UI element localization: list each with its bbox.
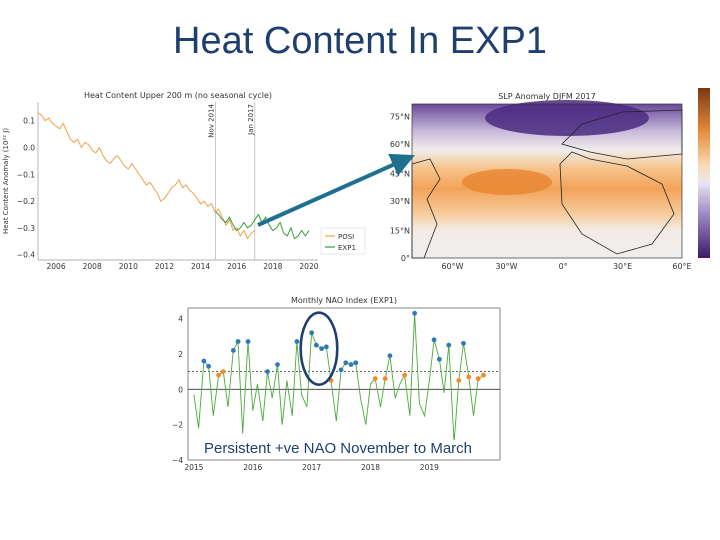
nao-frame [187,307,501,461]
slp-lat-label: 15°N [390,226,410,235]
nao-point [313,342,319,348]
nao-point [275,362,280,367]
nao-point [201,358,207,364]
nao-point [216,372,222,378]
slp-lon-label: 0° [559,262,568,271]
nao-point [338,367,344,373]
nao-y-tick: −2 [172,421,183,430]
nao-point [230,348,236,353]
nao-point [206,363,212,369]
slp-lon-label: 30°W [495,262,517,271]
nao-point [323,344,329,350]
slp-title: SLP Anomaly DJFM 2017 [498,92,595,101]
nao-x-tick: 2015 [184,463,203,472]
nao-caption: Persistent +ve NAO November to March [202,440,475,457]
slp-lat-label: 0° [401,254,410,263]
nao-series-line [193,313,484,443]
nao-point [220,369,226,375]
slp-lat-label: 75°N [390,112,410,121]
hc-vline-label: Jan 2017 [247,104,255,136]
slp-colorbar [698,88,710,258]
nao-point [353,360,359,366]
hc-y-tick: −0.3 [17,224,35,233]
heat-content-chart: Heat Content Upper 200 m (no seasonal cy… [2,91,366,271]
hc-x-tick: 2010 [119,262,138,271]
hc-x-tick: 2012 [155,262,174,271]
slp-lon-label: 60°E [672,262,691,271]
slp-lon-label: 30°E [613,262,632,271]
nao-point [319,346,325,352]
nao-y-tick: 2 [178,350,183,359]
hc-ylabel: Heat Content Anomaly (10²² J) [2,128,10,234]
hc-y-tick: −0.2 [17,197,35,206]
nao-point [456,378,462,383]
hc-x-tick: 2018 [263,262,282,271]
hc-x-tick: 2008 [83,262,102,271]
nao-point [382,376,388,382]
hc-y-tick: −0.1 [17,170,35,179]
nao-point [294,339,300,344]
hc-x-tick: 2016 [227,262,246,271]
slp-high-center [462,169,552,195]
nao-point [431,337,437,343]
slp-lon-label: 60°W [441,262,463,271]
nao-point [348,362,354,367]
nao-point [412,310,418,316]
hc-legend-label: EXP1 [338,244,356,252]
nao-highlight-ellipse [299,311,339,386]
nao-point [481,372,486,378]
hc-legend [320,227,366,255]
hc-y-tick: −0.4 [17,251,35,260]
nao-x-tick: 2016 [243,463,262,472]
hc-x-tick: 2020 [299,262,318,271]
nao-title: Monthly NAO Index (EXP1) [291,296,397,305]
slp-frame [411,103,683,259]
nao-x-tick: 2019 [420,463,439,472]
nao-point [387,353,393,359]
nao-point [466,374,472,380]
nao-point [343,360,349,366]
slp-lat-label: 30°N [390,197,410,206]
nao-point [309,330,315,336]
nao-x-tick: 2018 [361,463,380,472]
nao-point [265,369,270,375]
slp-coast-africa [559,151,675,255]
hc-title: Heat Content Upper 200 m (no seasonal cy… [84,91,272,100]
hc-series-line [37,112,256,240]
hc-y-tick: 0.0 [23,144,35,153]
hc-legend-label: POSI [338,233,354,241]
nao-point [402,372,408,378]
nao-x-tick: 2017 [302,463,321,472]
nao-point [235,339,241,344]
hc-vline-label: Nov 2014 [208,103,216,137]
slide-title: Heat Content In EXP1 [173,20,547,62]
nao-point [475,376,481,382]
nao-y-tick: −4 [172,456,183,465]
hc-x-tick: 2006 [47,262,66,271]
arrow-line [257,153,415,227]
nao-y-tick: 4 [178,315,183,324]
nao-point [436,356,442,362]
hc-y-tick: 0.1 [23,117,35,126]
hc-x-tick: 2014 [191,262,210,271]
slp-lat-label: 60°N [390,140,410,149]
nao-point [372,376,378,382]
slp-anomaly-map: SLP Anomaly DJFM 201775°N60°N45°N30°N15°… [390,88,710,271]
nao-y-tick: 0 [178,385,183,394]
nao-point [461,340,466,346]
nao-point [446,342,452,348]
nao-point [245,339,251,344]
slp-low-center [485,100,649,136]
